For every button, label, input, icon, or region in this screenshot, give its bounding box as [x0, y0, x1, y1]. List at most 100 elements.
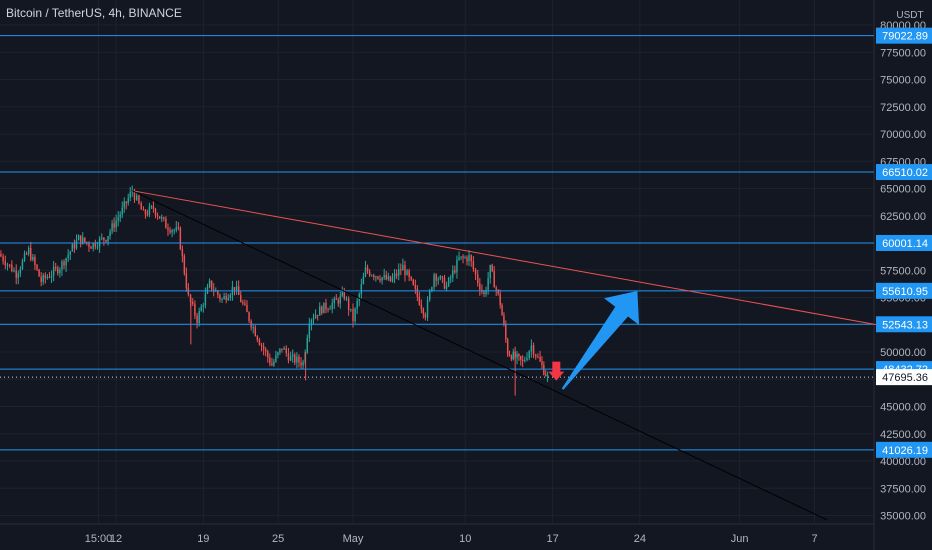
candle-body — [300, 362, 302, 366]
candle-body — [277, 352, 279, 356]
candle-body — [46, 276, 49, 279]
candle-body — [107, 236, 109, 242]
candle — [296, 352, 298, 369]
candle-body — [462, 256, 464, 258]
candle-body — [373, 275, 375, 278]
candle-body — [233, 287, 236, 290]
candle — [25, 251, 28, 255]
candle — [69, 250, 71, 261]
price-tick-label: 77500.00 — [880, 47, 926, 59]
candle-body — [215, 290, 217, 292]
candle-body — [366, 267, 369, 272]
support-trendline[interactable] — [132, 190, 828, 521]
candle — [530, 339, 533, 358]
price-tick-label: 57500.00 — [880, 265, 926, 277]
candle-body — [546, 374, 549, 376]
candle — [414, 279, 417, 294]
candle-body — [418, 296, 421, 305]
candle-body — [262, 345, 265, 350]
candle — [63, 259, 65, 270]
candle — [258, 337, 261, 346]
candle — [456, 255, 458, 279]
candle — [501, 303, 503, 316]
time-tick-label: 25 — [272, 533, 284, 545]
candle — [516, 350, 518, 365]
candle — [521, 355, 524, 368]
candle — [308, 317, 311, 342]
candle-body — [514, 351, 516, 358]
candle-body — [196, 315, 198, 323]
candle-body — [472, 261, 475, 270]
candle — [472, 256, 475, 272]
candle — [437, 276, 439, 285]
candle — [424, 312, 427, 321]
candle — [281, 348, 283, 353]
candle — [117, 211, 119, 227]
candle-body — [206, 286, 209, 294]
candle-body — [404, 264, 406, 276]
price-tick-label: 45000.00 — [880, 402, 926, 414]
candle-body — [148, 206, 151, 215]
candle — [339, 292, 342, 309]
candle-body — [152, 206, 155, 209]
candle — [364, 260, 367, 278]
candle — [445, 281, 448, 292]
candle-body — [333, 298, 336, 304]
down-arrow-shape — [548, 361, 565, 381]
candle — [385, 270, 387, 281]
candle — [92, 242, 94, 252]
candle — [302, 359, 304, 370]
candle — [468, 250, 470, 266]
candle-body — [445, 285, 448, 289]
candle — [227, 293, 229, 301]
candle — [474, 267, 477, 280]
candle — [48, 272, 51, 279]
candle — [175, 221, 178, 233]
candle-body — [408, 270, 410, 277]
candle — [485, 286, 487, 297]
level-price-label: 41026.19 — [882, 445, 928, 457]
candle-body — [354, 308, 356, 322]
candle-body — [267, 351, 269, 358]
up-arrow-icon[interactable] — [561, 291, 640, 390]
level-price-label: 52543.13 — [882, 319, 928, 331]
candle-body — [135, 195, 138, 200]
candle — [329, 305, 331, 310]
down-arrow-icon[interactable] — [548, 361, 565, 381]
candle-body — [133, 191, 136, 200]
resistance-trendline[interactable] — [132, 190, 877, 326]
level-price-tag — [876, 441, 932, 458]
candle — [57, 265, 59, 276]
candle-body — [40, 276, 42, 283]
candle — [206, 283, 209, 295]
candle-body — [537, 356, 539, 358]
candle — [71, 242, 74, 252]
candle — [510, 354, 513, 362]
candle-body — [75, 240, 78, 249]
candle-body — [521, 359, 524, 362]
candle-body — [140, 203, 142, 210]
candle — [350, 308, 352, 312]
candle — [142, 206, 145, 211]
candle-body — [485, 289, 487, 295]
candle — [383, 268, 385, 281]
candle-body — [225, 295, 227, 301]
candle-body — [306, 337, 308, 353]
candle — [358, 292, 360, 307]
candle-body — [428, 291, 431, 300]
candle — [420, 299, 423, 314]
time-tick-label: 19 — [197, 533, 209, 545]
price-axis[interactable]: USDT80000.0077500.0075000.0072500.007000… — [876, 10, 932, 523]
candle — [441, 275, 444, 284]
candle — [377, 275, 379, 280]
candle-body — [61, 261, 63, 270]
candle-body — [389, 276, 392, 282]
candle — [246, 300, 248, 313]
candle — [185, 267, 188, 292]
candle-body — [327, 309, 329, 311]
candle-body — [474, 269, 477, 275]
level-price-tag — [876, 164, 932, 181]
time-tick-label: May — [343, 533, 364, 545]
